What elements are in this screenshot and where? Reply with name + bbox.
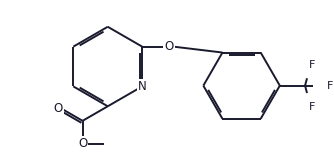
Text: O: O (164, 40, 174, 53)
Text: O: O (54, 102, 63, 115)
Text: F: F (309, 60, 315, 70)
Text: F: F (327, 81, 333, 91)
Text: O: O (78, 137, 87, 150)
Text: F: F (309, 102, 315, 112)
Text: N: N (138, 80, 147, 93)
